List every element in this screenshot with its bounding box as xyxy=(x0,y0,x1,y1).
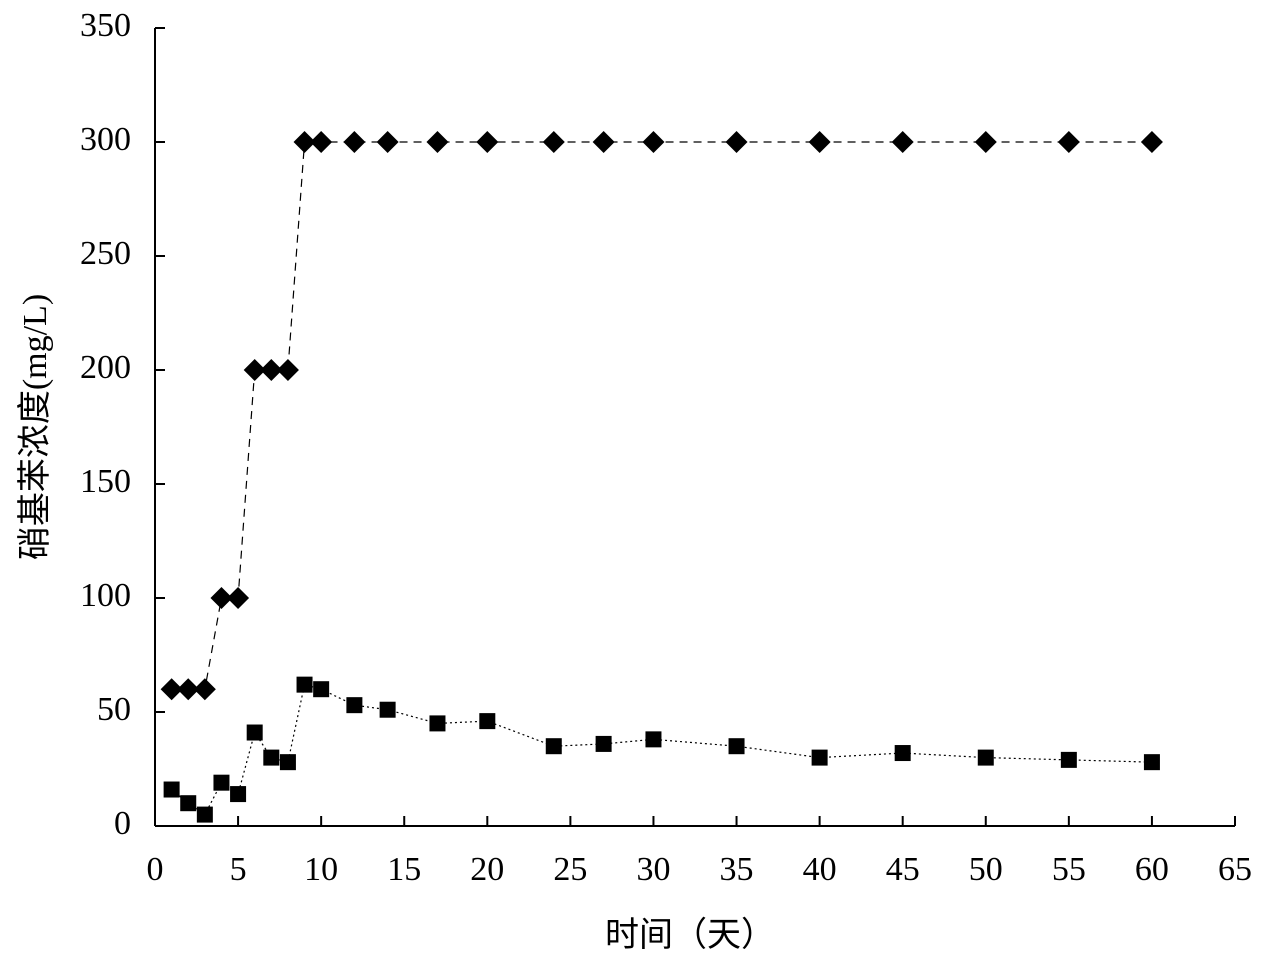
data-point xyxy=(894,745,911,762)
series-line xyxy=(171,683,1152,816)
data-point xyxy=(227,587,250,609)
data-point xyxy=(279,754,296,771)
x-tick-label: 0 xyxy=(147,851,164,888)
x-tick-label: 30 xyxy=(636,851,670,888)
data-point xyxy=(1140,131,1163,153)
data-point xyxy=(213,774,230,791)
data-point xyxy=(811,749,828,766)
data-point xyxy=(310,131,333,153)
x-tick-label: 20 xyxy=(470,851,504,888)
data-point xyxy=(974,131,997,153)
data-point xyxy=(728,738,745,755)
x-tick-label: 15 xyxy=(387,851,421,888)
data-point xyxy=(263,749,280,766)
data-point xyxy=(808,131,831,153)
data-point xyxy=(429,715,446,732)
data-point xyxy=(642,131,665,153)
data-point xyxy=(296,676,313,693)
data-point xyxy=(163,781,180,798)
x-tick-label: 5 xyxy=(230,851,247,888)
data-point xyxy=(210,587,233,609)
data-point xyxy=(313,681,330,698)
x-tick-label: 60 xyxy=(1135,851,1169,888)
data-point xyxy=(1143,754,1160,771)
data-point xyxy=(645,731,662,748)
data-point xyxy=(595,735,612,752)
y-axis-label: 硝基苯浓度(mg/L) xyxy=(16,294,54,560)
y-tick-label: 250 xyxy=(80,235,131,272)
data-point xyxy=(542,131,565,153)
data-point xyxy=(977,749,994,766)
data-point xyxy=(346,697,363,714)
data-point xyxy=(1060,751,1077,768)
data-point xyxy=(180,795,197,812)
x-tick-label: 55 xyxy=(1052,851,1086,888)
data-point xyxy=(379,701,396,718)
data-point xyxy=(476,131,499,153)
data-point xyxy=(592,131,615,153)
data-point xyxy=(479,713,496,730)
data-point xyxy=(343,131,366,153)
x-tick-label: 35 xyxy=(720,851,754,888)
data-point xyxy=(193,678,216,701)
y-tick-label: 0 xyxy=(114,805,131,842)
y-tick-label: 150 xyxy=(80,463,131,500)
x-tick-label: 25 xyxy=(553,851,587,888)
x-tick-label: 65 xyxy=(1218,851,1252,888)
y-tick-label: 50 xyxy=(97,691,131,728)
y-tick-label: 100 xyxy=(80,577,131,614)
data-point xyxy=(243,359,266,381)
data-point xyxy=(260,359,283,381)
data-point xyxy=(426,131,449,153)
x-tick-label: 10 xyxy=(304,851,338,888)
data-point xyxy=(293,131,316,153)
data-point xyxy=(725,131,748,153)
data-point xyxy=(196,806,213,823)
data-point xyxy=(1057,131,1080,153)
series-line xyxy=(171,141,1152,690)
y-tick-label: 350 xyxy=(80,7,131,44)
x-tick-label: 50 xyxy=(969,851,1003,888)
y-tick-label: 300 xyxy=(80,121,131,158)
data-point xyxy=(276,359,299,381)
data-point xyxy=(545,738,562,755)
data-point xyxy=(230,786,247,803)
y-tick-label: 200 xyxy=(80,349,131,386)
x-tick-label: 40 xyxy=(803,851,837,888)
data-point xyxy=(891,131,914,153)
data-point xyxy=(160,678,183,701)
data-point xyxy=(246,724,263,741)
data-point xyxy=(376,131,399,153)
x-tick-label: 45 xyxy=(886,851,920,888)
x-axis-label: 时间（天） xyxy=(605,916,775,954)
data-point xyxy=(177,678,200,701)
